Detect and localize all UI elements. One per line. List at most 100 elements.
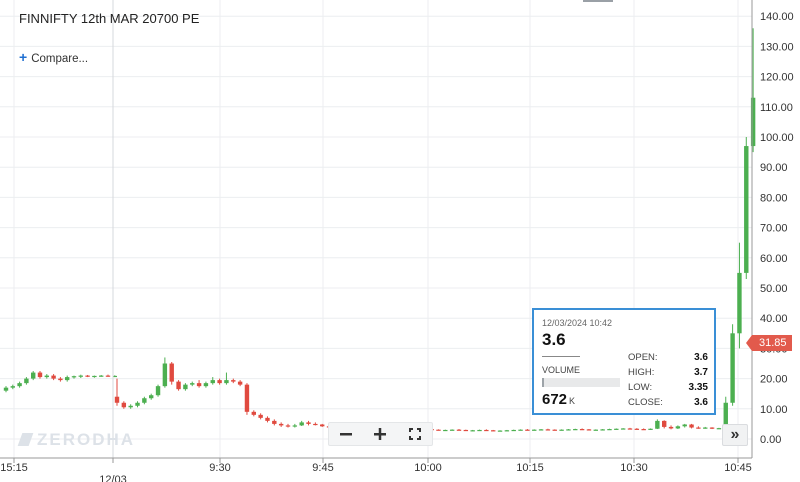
candle (24, 377, 29, 385)
fullscreen-button[interactable] (398, 423, 432, 445)
candle (614, 428, 619, 430)
candle (477, 429, 482, 432)
x-tick-label: 9:45 (312, 462, 333, 474)
candle (511, 429, 516, 432)
candle (3, 386, 9, 393)
candle (285, 423, 291, 428)
candle (231, 378, 236, 384)
zoom-toolbar (328, 422, 433, 446)
candle-body (258, 414, 263, 418)
tooltip-open-value: 3.6 (694, 352, 708, 363)
candle (573, 428, 578, 431)
candle (436, 429, 441, 431)
candle (121, 401, 127, 409)
y-tick-label: 80.00 (760, 192, 788, 204)
candle-body (566, 429, 571, 431)
candle-body (105, 375, 111, 377)
candle (85, 374, 90, 378)
candle (600, 429, 605, 431)
y-axis: 140.00 130.00 120.00 110.00 100.00 90.00 80.00… (760, 11, 794, 446)
x-tick-label: 10:45 (724, 462, 752, 474)
y-tick-label: 140.00 (760, 11, 794, 23)
plus-icon: + (19, 49, 28, 65)
candle (190, 381, 195, 387)
candle (682, 423, 687, 428)
candle-body (750, 97, 756, 147)
candle (532, 429, 537, 431)
candle (443, 429, 448, 432)
candle-body (559, 429, 564, 431)
candle-body (278, 423, 284, 426)
candle-body (17, 383, 22, 387)
candle (210, 377, 215, 385)
candle-body (155, 386, 161, 396)
candle (737, 242, 742, 349)
candle (593, 429, 598, 431)
candle (552, 429, 557, 431)
candle-body (24, 378, 29, 384)
candle-body (607, 429, 612, 431)
x-tick-label: 12/03 (99, 474, 127, 482)
candle (244, 383, 250, 415)
candle (71, 375, 77, 379)
candle (37, 371, 43, 379)
watermark-text: ZERODHA (37, 430, 136, 449)
chart-title: FINNIFTY 12th MAR 20700 PE (19, 11, 200, 26)
tooltip-high-value: 3.7 (694, 367, 708, 378)
y-tick-label: 40.00 (760, 313, 788, 325)
candle (278, 422, 284, 427)
candle-body (224, 380, 229, 384)
candle (675, 425, 681, 430)
candle (65, 375, 70, 382)
candle (112, 375, 117, 378)
candle-body (463, 429, 469, 432)
candle-body (744, 146, 749, 273)
candle-body (3, 387, 9, 391)
candle (641, 428, 646, 431)
tooltip-high-row: HIGH: 3.7 (628, 367, 708, 378)
candle-body (456, 429, 462, 431)
candle (634, 428, 640, 430)
candle (183, 383, 188, 391)
candle-body (183, 384, 188, 390)
zoom-in-button[interactable] (363, 423, 397, 445)
candle-body (737, 272, 742, 334)
candle-body (436, 429, 441, 431)
last-price-label: 31.85 (746, 335, 792, 351)
candle (142, 396, 147, 405)
candle (627, 427, 633, 430)
candle (607, 428, 612, 431)
candle (456, 429, 462, 431)
candle (484, 429, 489, 432)
candle-body (614, 428, 619, 430)
candle-body (443, 429, 448, 432)
candle-body (210, 380, 215, 384)
candle (730, 324, 735, 406)
candle (545, 428, 551, 431)
candle-body (58, 378, 63, 381)
candle (203, 381, 209, 388)
top-scroll-indicator[interactable] (583, 0, 613, 2)
candle (538, 429, 544, 431)
double-chevron-right-icon: » (730, 426, 740, 443)
candle (251, 410, 256, 417)
candle (265, 416, 270, 423)
candle-body (538, 429, 544, 431)
scroll-to-end-button[interactable]: » (722, 424, 748, 446)
compare-label: Compare... (31, 53, 89, 65)
candle-body (518, 429, 523, 431)
candle-body (265, 417, 270, 421)
candle-body (85, 375, 90, 377)
candle-body (675, 426, 681, 429)
candle (17, 381, 22, 388)
compare-button[interactable]: + Compare... (19, 49, 88, 65)
x-tick-label: 9:30 (209, 462, 230, 474)
candle-body (37, 372, 43, 378)
candle (169, 361, 174, 385)
candle-body (176, 381, 181, 390)
zoom-out-button[interactable] (329, 423, 363, 445)
candle-body (620, 428, 626, 430)
candle (176, 380, 181, 391)
candle (114, 378, 120, 406)
tooltip-low-value: 3.35 (688, 382, 708, 393)
